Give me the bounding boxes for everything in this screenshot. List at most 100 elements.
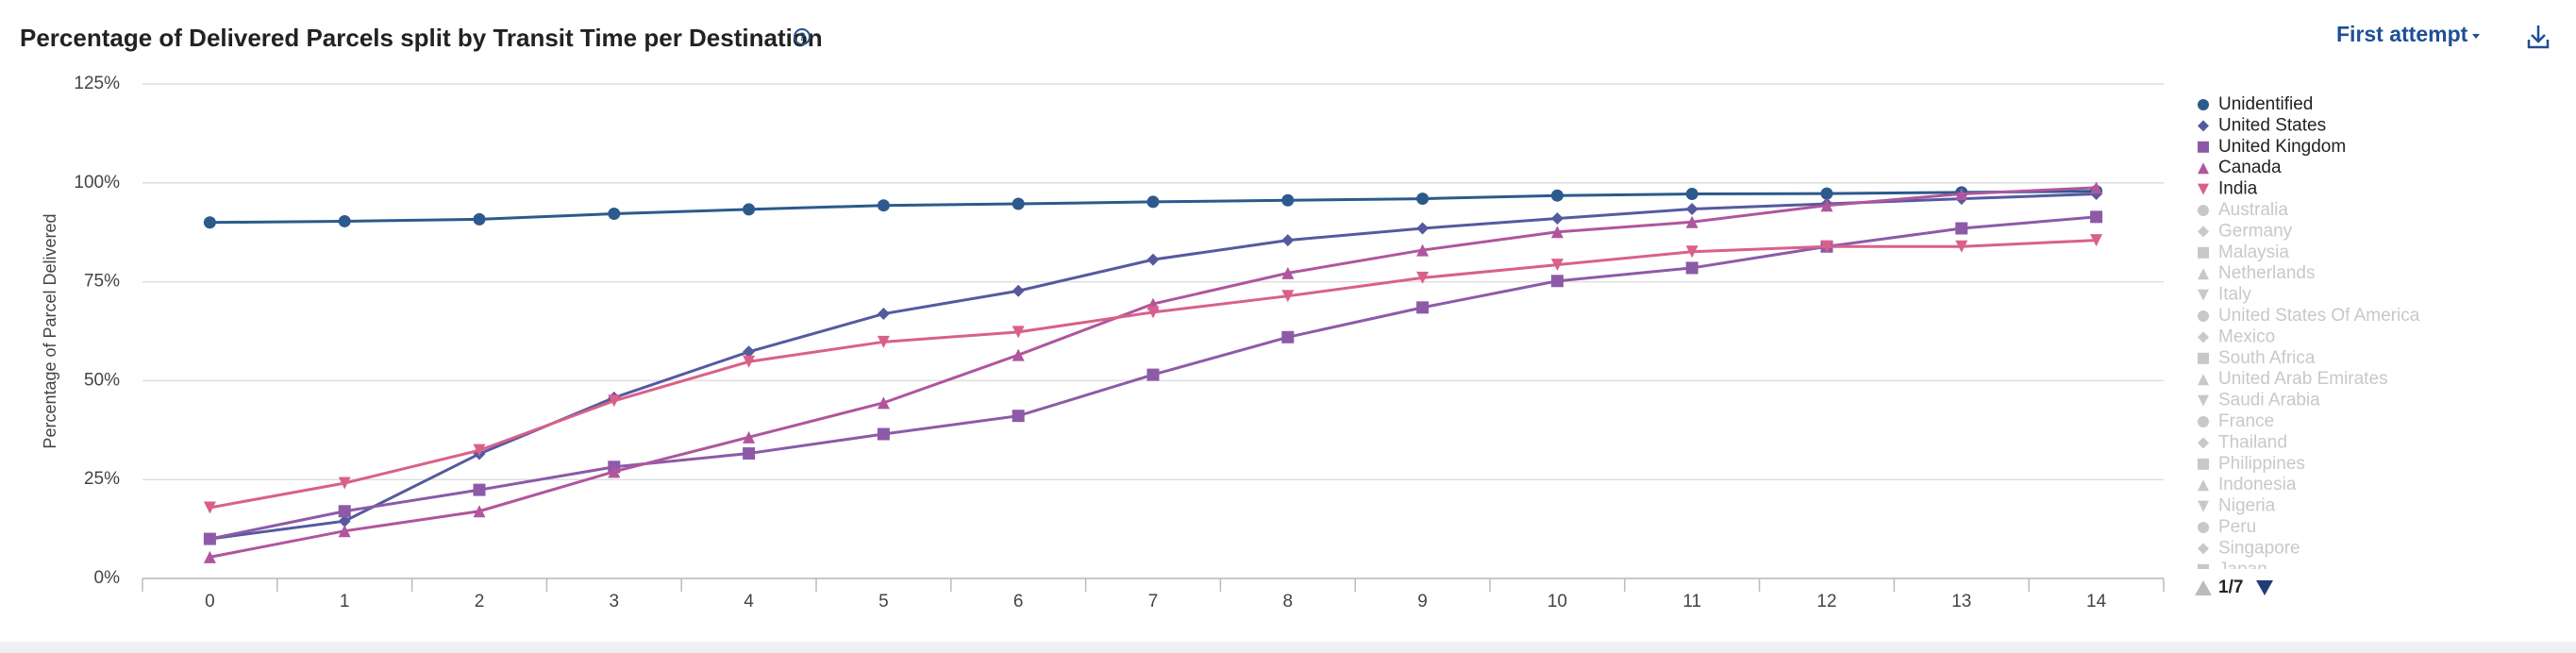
legend-label: United Arab Emirates bbox=[2218, 369, 2388, 389]
data-point bbox=[203, 532, 216, 545]
legend-item[interactable]: Germany bbox=[2198, 221, 2293, 241]
data-point bbox=[608, 207, 621, 220]
legend-label: Singapore bbox=[2218, 538, 2300, 558]
x-tick-label: 12 bbox=[1816, 592, 1836, 611]
data-point bbox=[1146, 368, 1160, 381]
legend-label: France bbox=[2218, 411, 2274, 431]
data-point bbox=[743, 203, 756, 216]
legend-label: United States Of America bbox=[2218, 306, 2420, 326]
legend-item[interactable]: India bbox=[2198, 179, 2258, 199]
legend-symbol bbox=[2198, 246, 2209, 259]
legend-item[interactable]: Malaysia bbox=[2198, 243, 2289, 262]
legend-symbol bbox=[2198, 99, 2209, 110]
x-tick-label: 4 bbox=[744, 592, 754, 611]
legend-item[interactable]: France bbox=[2198, 411, 2274, 431]
y-tick-label: 25% bbox=[84, 469, 120, 489]
data-point bbox=[877, 427, 890, 441]
data-point bbox=[877, 308, 890, 321]
legend-item[interactable]: Thailand bbox=[2198, 432, 2287, 452]
legend-label: Philippines bbox=[2218, 454, 2305, 474]
legend-item[interactable]: South Africa bbox=[2198, 348, 2316, 368]
legend-label: Japan bbox=[2218, 560, 2267, 579]
pager-up[interactable] bbox=[2195, 580, 2212, 595]
legend-item[interactable]: Australia bbox=[2198, 200, 2288, 220]
data-point bbox=[877, 199, 890, 212]
legend-symbol bbox=[2198, 183, 2209, 195]
x-tick-label: 11 bbox=[1682, 592, 1701, 611]
data-point bbox=[473, 444, 486, 457]
legend-item[interactable]: Netherlands bbox=[2198, 263, 2315, 283]
data-point bbox=[743, 355, 756, 368]
svg-text:?: ? bbox=[798, 30, 805, 43]
y-tick-label: 125% bbox=[74, 74, 120, 93]
legend-item[interactable]: Singapore bbox=[2198, 538, 2300, 558]
legend-item[interactable]: United States Of America bbox=[2198, 306, 2420, 326]
x-tick-label: 2 bbox=[475, 592, 485, 611]
legend-item[interactable]: United Arab Emirates bbox=[2198, 369, 2388, 389]
legend-item[interactable]: Mexico bbox=[2198, 326, 2275, 346]
data-point bbox=[1416, 271, 1430, 284]
data-point bbox=[1146, 306, 1160, 319]
data-point bbox=[1281, 330, 1295, 343]
dropdown-label: First attempt bbox=[2336, 22, 2468, 46]
help-icon[interactable]: ? bbox=[794, 28, 811, 45]
legend-item[interactable]: Philippines bbox=[2198, 454, 2305, 474]
legend-item[interactable]: United Kingdom bbox=[2198, 137, 2346, 157]
data-point bbox=[1416, 193, 1430, 206]
legend-item[interactable]: Italy bbox=[2198, 285, 2251, 305]
data-point bbox=[1685, 202, 1698, 215]
data-point bbox=[2090, 234, 2103, 247]
data-point bbox=[1281, 234, 1295, 247]
data-point bbox=[203, 550, 216, 563]
legend-label: Peru bbox=[2218, 517, 2256, 537]
data-point bbox=[1685, 188, 1698, 201]
legend-label: Mexico bbox=[2218, 326, 2275, 346]
legend-label: Unidentified bbox=[2218, 94, 2313, 114]
data-point bbox=[1820, 187, 1833, 200]
legend-item[interactable]: Unidentified bbox=[2198, 94, 2313, 114]
y-tick-label: 50% bbox=[84, 370, 120, 390]
legend-symbol bbox=[2198, 310, 2209, 322]
legend-item[interactable]: Indonesia bbox=[2198, 475, 2297, 494]
footer-strip bbox=[0, 642, 2576, 653]
download-button[interactable] bbox=[2527, 25, 2550, 49]
y-axis-title: Percentage of Parcel Delivered bbox=[41, 213, 59, 448]
y-tick-label: 75% bbox=[84, 272, 120, 292]
legend-item[interactable]: Saudi Arabia bbox=[2198, 391, 2320, 410]
data-point bbox=[473, 505, 486, 518]
legend-label: Malaysia bbox=[2218, 243, 2289, 262]
data-point bbox=[743, 447, 756, 460]
data-point bbox=[1416, 301, 1430, 314]
data-point bbox=[473, 483, 486, 496]
data-point bbox=[1416, 243, 1430, 257]
legend-item[interactable]: Nigeria bbox=[2198, 496, 2276, 516]
legend-label: Australia bbox=[2218, 200, 2288, 220]
pager-label: 1/7 bbox=[2218, 578, 2243, 597]
legend-pager: 1/7 bbox=[2195, 578, 2273, 597]
legend-label: India bbox=[2218, 179, 2258, 199]
legend-symbol bbox=[2198, 226, 2209, 238]
data-point bbox=[2090, 181, 2103, 194]
x-tick-label: 1 bbox=[340, 592, 350, 611]
data-point bbox=[608, 394, 621, 408]
data-point bbox=[203, 216, 216, 229]
legend-symbol bbox=[2198, 205, 2209, 216]
legend-item[interactable]: United States bbox=[2198, 115, 2326, 135]
legend-symbol bbox=[2198, 500, 2209, 512]
data-point bbox=[1550, 189, 1564, 202]
legend-symbol bbox=[2198, 352, 2209, 364]
attempt-dropdown[interactable]: First attempt bbox=[2336, 22, 2480, 46]
legend-item[interactable]: Japan bbox=[2198, 560, 2267, 579]
x-tick-label: 9 bbox=[1417, 592, 1428, 611]
legend-item[interactable]: Peru bbox=[2198, 517, 2256, 537]
legend-label: Saudi Arabia bbox=[2218, 391, 2320, 410]
pager-down[interactable] bbox=[2256, 580, 2273, 595]
legend-label: South Africa bbox=[2218, 348, 2316, 368]
legend-symbol bbox=[2198, 120, 2209, 132]
data-point bbox=[1012, 284, 1025, 297]
legend-item[interactable]: Canada bbox=[2198, 158, 2282, 177]
data-point bbox=[1685, 215, 1698, 228]
data-point bbox=[338, 525, 351, 538]
